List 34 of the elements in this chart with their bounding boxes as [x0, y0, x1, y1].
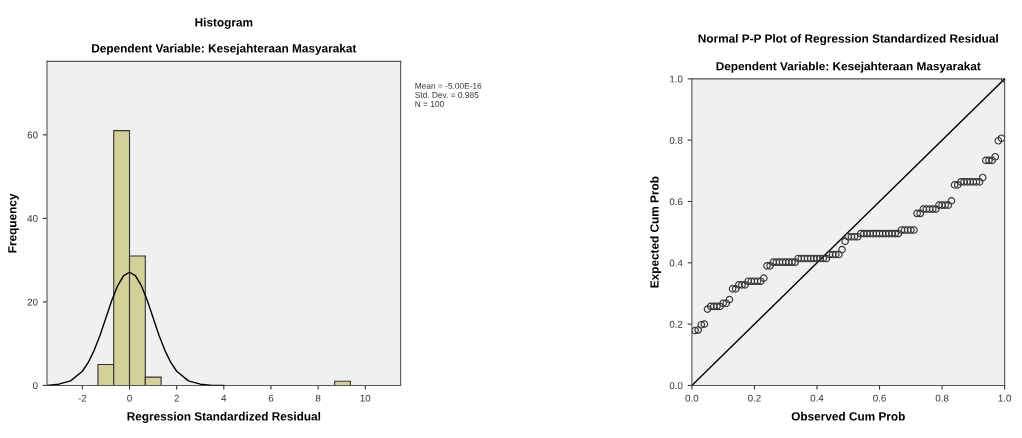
x-tick-label: 2	[174, 394, 179, 402]
x-tick-label: 0.2	[748, 394, 761, 402]
x-tick-label: 4	[221, 394, 227, 402]
text: Std. Dev. = 0.985	[415, 91, 479, 98]
y-tick-label: 0.6	[669, 198, 683, 206]
y-tick-label: 0.2	[669, 320, 683, 328]
x-tick-label: 6	[268, 394, 274, 402]
x-tick-label: 1.0	[998, 394, 1011, 402]
x-tick-label: 0.0	[685, 394, 699, 402]
x-tick-label: 0	[127, 394, 132, 402]
x-tick-label: 0.8	[935, 394, 949, 402]
x-tick-label: 8	[315, 394, 321, 402]
x-axis-title: Regression Standardized Residual	[127, 411, 321, 423]
y-tick-label: 1.0	[670, 75, 683, 83]
y-tick-label: 0.8	[669, 136, 683, 144]
text: N = 100	[415, 101, 444, 107]
y-tick-label: 60	[27, 131, 38, 139]
chart-subtitle: Dependent Variable: Kesejahteraan Masyarakat	[92, 43, 357, 55]
chart-title: Normal P-P Plot of Regression Standardized Residual	[698, 34, 998, 46]
x-tick-label: 10	[360, 394, 371, 402]
y-tick-label: 0	[32, 382, 38, 390]
y-tick-label: 40	[27, 215, 38, 222]
chart-subtitle: Dependent Variable: Kesejahteraan Masyarakat	[716, 61, 981, 73]
x-tick-label: -2	[78, 394, 87, 402]
x-tick-label: 0.6	[873, 394, 886, 402]
x-axis-title: Observed Cum Prob	[791, 411, 905, 421]
y-axis-title: Frequency	[8, 193, 19, 253]
y-tick-label: 20	[27, 298, 38, 306]
y-tick-label: 0.0	[669, 382, 683, 390]
chart-title: Histogram	[195, 17, 253, 29]
x-tick-label: 0.4	[810, 394, 824, 402]
y-axis-title: Expected Cum Prob	[650, 176, 662, 288]
text: Mean = -5.00E-16	[415, 82, 482, 89]
y-tick-label: 0.4	[669, 259, 683, 267]
